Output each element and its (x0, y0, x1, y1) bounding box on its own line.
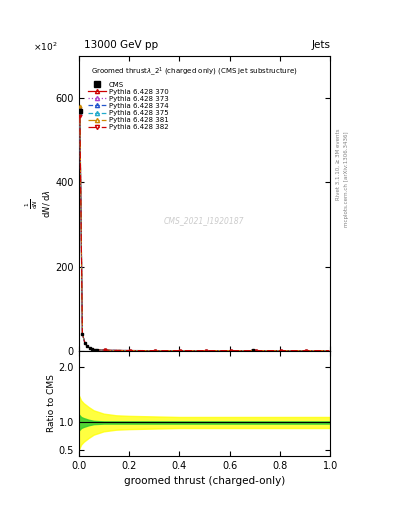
Text: mcplots.cern.ch [arXiv:1306.3436]: mcplots.cern.ch [arXiv:1306.3436] (344, 132, 349, 227)
Text: Groomed thrust$\lambda\_2^1$ (charged only) (CMS jet substructure): Groomed thrust$\lambda\_2^1$ (charged on… (91, 65, 298, 78)
Text: 13000 GeV pp: 13000 GeV pp (84, 40, 158, 51)
Text: CMS_2021_I1920187: CMS_2021_I1920187 (164, 217, 244, 226)
Text: $\times10^{2}$: $\times10^{2}$ (33, 41, 58, 53)
Text: Jets: Jets (311, 40, 330, 51)
Y-axis label: Ratio to CMS: Ratio to CMS (47, 374, 55, 432)
Legend: CMS, Pythia 6.428 370, Pythia 6.428 373, Pythia 6.428 374, Pythia 6.428 375, Pyt: CMS, Pythia 6.428 370, Pythia 6.428 373,… (87, 80, 170, 132)
Text: Rivet 3.1.10, ≥ 3M events: Rivet 3.1.10, ≥ 3M events (336, 128, 341, 200)
Y-axis label: $\frac{1}{\mathregular{d}N}$
$\mathregular{d}N\,/\,\mathregular{d}\lambda$: $\frac{1}{\mathregular{d}N}$ $\mathregul… (23, 189, 52, 218)
X-axis label: groomed thrust (charged-only): groomed thrust (charged-only) (124, 476, 285, 486)
